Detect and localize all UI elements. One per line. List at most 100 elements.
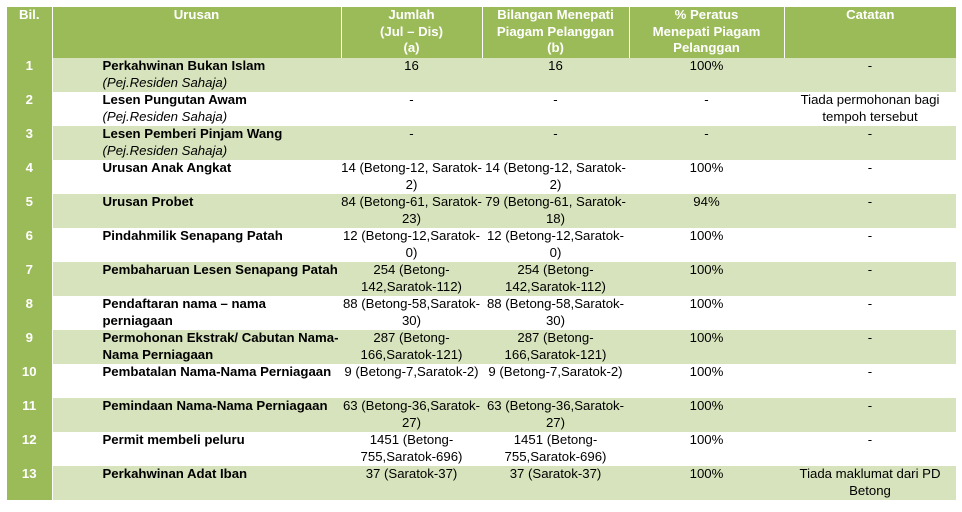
row-jumlah: 16 xyxy=(341,58,482,92)
row-urusan: Pembaharuan Lesen Senapang Patah xyxy=(52,262,341,296)
header-catatan: Catatan xyxy=(784,7,956,58)
row-catatan: - xyxy=(784,364,956,398)
urusan-name: Urusan Probet xyxy=(102,194,194,209)
table-row: 1 Perkahwinan Bukan Islam (Pej.Residen Sah… xyxy=(7,58,956,92)
table-row: 10 Pembatalan Nama-Nama Perniagaan 9 (Beto… xyxy=(7,364,956,398)
row-number: 13 xyxy=(7,466,53,500)
urusan-name: Perkahwinan Adat Iban xyxy=(102,466,248,481)
row-bilangan: 254 (Betong-142,Saratok-112) xyxy=(482,262,629,296)
row-peratus: - xyxy=(629,126,784,160)
header-urusan: Urusan xyxy=(52,7,342,58)
row-number: 9 xyxy=(7,330,53,364)
table-row: 3 Lesen Pemberi Pinjam Wang (Pej.Residen S… xyxy=(7,126,956,160)
urusan-name: Lesen Pemberi Pinjam Wang xyxy=(102,126,283,141)
row-urusan: Lesen Pemberi Pinjam Wang (Pej.Residen Sa… xyxy=(52,126,341,160)
table-row: 9 Permohonan Ekstrak/ Cabutan Nama-Nama P… xyxy=(7,330,956,364)
row-jumlah: 14 (Betong-12, Saratok-2) xyxy=(341,160,482,194)
row-jumlah: 84 (Betong-61, Saratok-23) xyxy=(341,194,482,228)
row-peratus: 100% xyxy=(629,432,784,466)
row-number: 7 xyxy=(7,262,53,296)
urusan-name: Pendaftaran nama – nama perniagaan xyxy=(102,296,266,328)
row-jumlah: 12 (Betong-12,Saratok-0) xyxy=(341,228,482,262)
row-urusan: Perkahwinan Bukan Islam (Pej.Residen Saha… xyxy=(52,58,341,92)
urusan-name: Pindahmilik Senapang Patah xyxy=(102,228,283,243)
service-table: Bil. Urusan Jumlah (Jul – Dis) (a) Bilan… xyxy=(7,7,956,500)
row-urusan: Permohonan Ekstrak/ Cabutan Nama-Nama Pe… xyxy=(52,330,341,364)
row-bilangan: 16 xyxy=(482,58,629,92)
row-peratus: - xyxy=(629,92,784,126)
row-number: 8 xyxy=(7,296,53,330)
table-row: 7 Pembaharuan Lesen Senapang Patah 254 (Be… xyxy=(7,262,956,296)
row-jumlah: - xyxy=(341,92,482,126)
header-jumlah: Jumlah (Jul – Dis) (a) xyxy=(341,7,483,58)
row-catatan: - xyxy=(784,58,956,92)
table-row: 4 Urusan Anak Angkat 14 (Betong-12, Sarato… xyxy=(7,160,956,194)
row-catatan: - xyxy=(784,228,956,262)
row-peratus: 100% xyxy=(629,160,784,194)
header-bilangan: Bilangan Menepati Piagam Pelanggan (b) xyxy=(482,7,630,58)
row-catatan: - xyxy=(784,262,956,296)
row-jumlah: 88 (Betong-58,Saratok-30) xyxy=(341,296,482,330)
row-jumlah: 63 (Betong-36,Saratok-27) xyxy=(341,398,482,432)
row-urusan: Lesen Pungutan Awam (Pej.Residen Sahaja) xyxy=(52,92,341,126)
urusan-name: Urusan Anak Angkat xyxy=(102,160,232,175)
row-catatan: - xyxy=(784,296,956,330)
row-jumlah: 37 (Saratok-37) xyxy=(341,466,482,500)
row-peratus: 100% xyxy=(629,296,784,330)
row-number: 3 xyxy=(7,126,53,160)
header-bil: Bil. xyxy=(7,7,53,58)
row-jumlah: - xyxy=(341,126,482,160)
row-number: 2 xyxy=(7,92,53,126)
row-catatan: - xyxy=(784,194,956,228)
row-bilangan: 63 (Betong-36,Saratok-27) xyxy=(482,398,629,432)
row-number: 5 xyxy=(7,194,53,228)
row-number: 10 xyxy=(7,364,53,398)
header-row: Bil. Urusan Jumlah (Jul – Dis) (a) Bilan… xyxy=(7,7,956,58)
row-urusan: Perkahwinan Adat Iban xyxy=(52,466,341,500)
row-catatan: Tiada maklumat dari PD Betong xyxy=(784,466,956,500)
row-jumlah: 254 (Betong-142,Saratok-112) xyxy=(341,262,482,296)
urusan-name: Pemindaan Nama-Nama Perniagaan xyxy=(102,398,328,413)
row-bilangan: 79 (Betong-61, Saratok-18) xyxy=(482,194,629,228)
urusan-name: Permohonan Ekstrak/ Cabutan Nama-Nama Pe… xyxy=(102,330,339,362)
row-urusan: Pembatalan Nama-Nama Perniagaan xyxy=(52,364,341,398)
row-peratus: 100% xyxy=(629,58,784,92)
row-urusan: Urusan Probet xyxy=(52,194,341,228)
row-bilangan: 88 (Betong-58,Saratok-30) xyxy=(482,296,629,330)
row-catatan: - xyxy=(784,432,956,466)
urusan-name: Pembaharuan Lesen Senapang Patah xyxy=(102,262,338,277)
table-row: 2 Lesen Pungutan Awam (Pej.Residen Sahaja)… xyxy=(7,92,956,126)
row-peratus: 100% xyxy=(629,228,784,262)
row-peratus: 100% xyxy=(629,398,784,432)
urusan-name: Permit membeli peluru xyxy=(102,432,245,447)
row-bilangan: 12 (Betong-12,Saratok-0) xyxy=(482,228,629,262)
row-peratus: 100% xyxy=(629,330,784,364)
row-jumlah: 1451 (Betong-755,Saratok-696) xyxy=(341,432,482,466)
table-row: 8 Pendaftaran nama – nama perniagaan 88 (B… xyxy=(7,296,956,330)
urusan-name: Pembatalan Nama-Nama Perniagaan xyxy=(102,364,332,379)
table-row: 12 Permit membeli peluru 1451 (Betong-755,… xyxy=(7,432,956,466)
row-peratus: 94% xyxy=(629,194,784,228)
row-bilangan: 14 (Betong-12, Saratok-2) xyxy=(482,160,629,194)
row-catatan: - xyxy=(784,126,956,160)
row-peratus: 100% xyxy=(629,466,784,500)
urusan-note: (Pej.Residen Sahaja) xyxy=(102,108,228,124)
table-row: 6 Pindahmilik Senapang Patah 12 (Betong-12… xyxy=(7,228,956,262)
row-bilangan: 1451 (Betong-755,Saratok-696) xyxy=(482,432,629,466)
row-bilangan: 287 (Betong-166,Saratok-121) xyxy=(482,330,629,364)
row-peratus: 100% xyxy=(629,262,784,296)
row-catatan: - xyxy=(784,398,956,432)
table-body: 1 Perkahwinan Bukan Islam (Pej.Residen Sah… xyxy=(7,58,956,500)
row-jumlah: 287 (Betong-166,Saratok-121) xyxy=(341,330,482,364)
urusan-note: (Pej.Residen Sahaja) xyxy=(102,74,228,90)
row-number: 12 xyxy=(7,432,53,466)
row-bilangan: 9 (Betong-7,Saratok-2) xyxy=(482,364,629,398)
row-number: 11 xyxy=(7,398,53,432)
row-urusan: Pendaftaran nama – nama perniagaan xyxy=(52,296,341,330)
row-urusan: Permit membeli peluru xyxy=(52,432,341,466)
table-row: 13 Perkahwinan Adat Iban 37 (Saratok-37) 37… xyxy=(7,466,956,500)
row-urusan: Pindahmilik Senapang Patah xyxy=(52,228,341,262)
header-peratus: % Peratus Menepati Piagam Pelanggan xyxy=(629,7,785,58)
row-catatan: - xyxy=(784,330,956,364)
row-urusan: Pemindaan Nama-Nama Perniagaan xyxy=(52,398,341,432)
